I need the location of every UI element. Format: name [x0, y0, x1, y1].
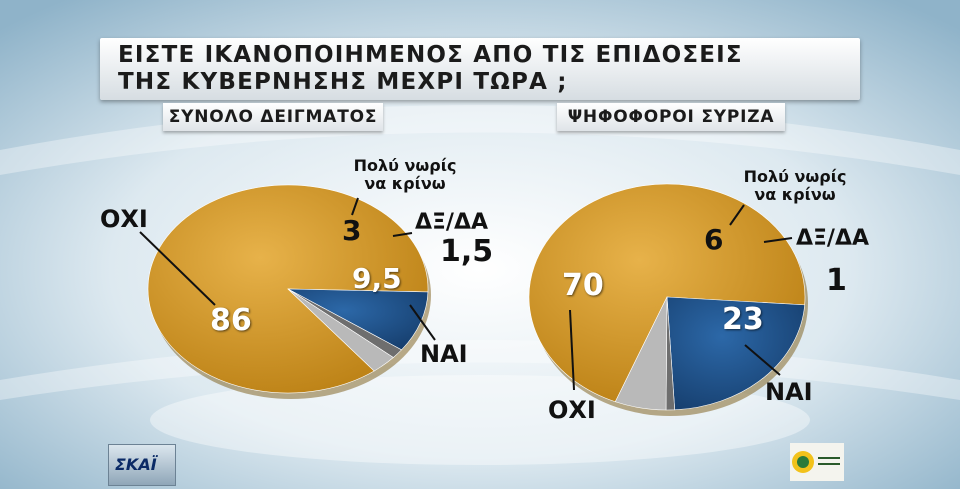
leader-dk-1	[392, 232, 413, 237]
leader-early-2	[729, 204, 745, 226]
chart1-title: ΣΥΝΟΛΟ ΔΕΙΓΜΑΤΟΣ	[163, 103, 383, 131]
slice-early-syriza	[614, 296, 668, 411]
label-oxi-1: ΟΧΙ	[100, 205, 148, 233]
chart2-title: ΨΗΦΟΦΟΡΟΙ ΣΥΡΙΖΑ	[557, 103, 785, 131]
value-nai-2: 23	[722, 302, 764, 337]
label-nai-1: ΝΑΙ	[420, 340, 468, 368]
label-dk-2: ΔΞ/ΔΑ	[796, 226, 870, 251]
value-early-2: 6	[704, 223, 724, 256]
leader-early-1	[351, 197, 359, 216]
label-early-2: Πολύ νωρίς να κρίνω	[735, 168, 855, 204]
pie-chart-total	[147, 184, 431, 399]
label-early-1-line2: να κρίνω	[364, 174, 446, 193]
title-panel	[100, 38, 860, 100]
slice-early-total	[287, 288, 394, 372]
leader-oxi-2	[569, 309, 575, 391]
channel-logo: ΣΚΑΪ	[108, 444, 176, 486]
slice-nai-syriza	[666, 296, 805, 411]
value-dk-1: 1,5	[440, 234, 494, 269]
value-oxi-2: 70	[562, 268, 604, 303]
label-early-1: Πολύ νωρίς να κρίνω	[350, 157, 460, 193]
label-oxi-2: ΟΧΙ	[548, 396, 596, 424]
label-nai-2: ΝΑΙ	[765, 378, 813, 406]
label-early-2-line1: Πολύ νωρίς	[743, 167, 847, 186]
value-early-1: 3	[342, 214, 362, 247]
pie-chart-syriza	[528, 183, 808, 416]
leader-dk-2	[763, 237, 793, 243]
slice-oxi-syriza	[528, 183, 806, 403]
value-dk-2: 1	[826, 263, 847, 298]
label-early-2-line2: να κρίνω	[754, 185, 836, 204]
slice-nai-total	[287, 288, 429, 351]
leader-nai-2	[744, 344, 781, 376]
pollster-logo	[790, 443, 844, 481]
leader-oxi-1	[139, 231, 216, 306]
value-nai-1: 9,5	[352, 262, 402, 295]
label-dk-1: ΔΞ/ΔΑ	[415, 210, 489, 235]
channel-logo-text: ΣΚΑΪ	[115, 455, 157, 474]
label-early-1-line1: Πολύ νωρίς	[353, 156, 457, 175]
page-title-line1: ΕΙΣΤΕ ΙΚΑΝΟΠΟΙΗΜΕΝΟΣ ΑΠΟ ΤΙΣ ΕΠΙΔΟΣΕΙΣ	[118, 42, 743, 68]
value-oxi-1: 86	[210, 303, 252, 338]
leader-nai-1	[409, 304, 436, 341]
page-title-line2: ΤΗΣ ΚΥΒΕΡΝΗΣΗΣ ΜΕΧΡΙ ΤΩΡΑ ;	[118, 69, 568, 95]
